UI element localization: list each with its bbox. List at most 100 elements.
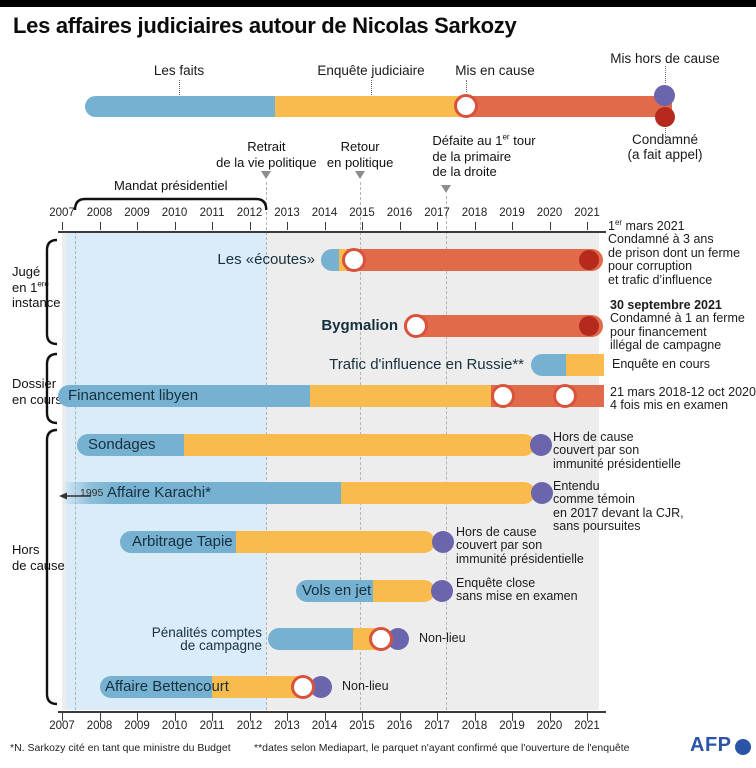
affaire-label-bettencourt: Affaire Bettencourt: [105, 678, 229, 695]
marker-condamne-bygmalion: [579, 316, 600, 336]
pre-1995-label-karachi: 1995: [80, 487, 104, 499]
top-axis-tick-2017: [437, 222, 438, 230]
bar-segment-tapie-enquete: [236, 531, 436, 553]
bar-segment-libyen-enquete: [309, 385, 492, 407]
bottom-axis-tick-2014: [324, 712, 326, 721]
annotation-tapie: Hors de cause couvert par son immunité pré…: [456, 525, 584, 566]
legend-label-enquete: Enquête judiciaire: [317, 63, 425, 78]
top-axis-year-2021: 2021: [574, 207, 600, 219]
annotation-ecoutes: 1er mars 2021 Condamné à 3 ans de prison d…: [608, 217, 741, 287]
bottom-axis-year-2018: 2018: [461, 720, 488, 732]
top-axis-tick-2020: [549, 222, 551, 230]
legend-pointer-mis-hors-de-cause: [665, 66, 666, 83]
bottom-axis-tick-2013: [287, 712, 288, 721]
bar-segment-sondages-enquete: [183, 434, 536, 456]
top-axis-year-2018: 2018: [461, 207, 488, 219]
bar-segment-tapie-faits: [120, 531, 237, 553]
marker-mis-en-cause-libyen: [491, 384, 515, 408]
top-axis-tick-2011: [212, 222, 213, 230]
bar-segment-sondages-faits: [77, 434, 184, 456]
top-axis-tick-2021: [587, 222, 588, 230]
top-axis-tick-2019: [512, 222, 513, 230]
bottom-axis-year-2013: 2013: [274, 720, 300, 732]
afp-logo-text: AFP: [690, 734, 732, 756]
legend-circle-mis-en-cause: [454, 94, 478, 118]
group-label-hors: Hors de cause: [12, 542, 65, 573]
top-axis-year-2015: 2015: [349, 207, 375, 219]
affaire-label-libyen: Financement libyen: [68, 387, 199, 404]
event-label-retour: Retour en politique: [326, 139, 394, 170]
marker-hors-de-cause-karachi: [531, 482, 553, 504]
bottom-axis-tick-2007: [62, 712, 63, 721]
affaire-label-sondages: Sondages: [88, 436, 156, 453]
mandate-band: [65, 231, 267, 710]
annotation-bettencourt: Non-lieu: [342, 679, 389, 693]
legend-label-mis-hors-de-cause: Mis hors de cause: [610, 51, 720, 66]
bottom-axis-tick-2018: [474, 712, 476, 721]
affaire-label-bygmalion: Bygmalion: [321, 317, 398, 334]
annotation-libyen: 21 mars 2018-12 oct 2020 4 fois mis en ex…: [610, 385, 756, 413]
top-axis-tick-2016: [399, 222, 401, 230]
top-axis-tick-2012: [249, 222, 251, 230]
bar-segment-penalites-faits: [268, 628, 353, 650]
affaire-label-karachi: Affaire Karachi*: [107, 484, 211, 501]
affaire-label-ecoutes: Les «écoutes»: [217, 251, 315, 268]
top-axis-tick-2015: [362, 222, 363, 230]
legend-bar-mise-en-cause: [464, 96, 672, 117]
marker-condamne-ecoutes: [579, 250, 600, 270]
legend-circle-mis-hors-de-cause: [654, 85, 675, 106]
legend-label-les-faits: Les faits: [153, 63, 205, 78]
bar-segment-vols-faits: [296, 580, 374, 602]
footnote-budget: *N. Sarkozy cité en tant que ministre du…: [10, 742, 231, 754]
bar-segment-ecoutes-mise_en_cause: [347, 249, 603, 271]
bottom-axis-tick-2020: [549, 712, 551, 721]
bar-segment-libyen-faits: [58, 385, 310, 407]
event-label-retrait: Retrait de la vie politique: [216, 139, 317, 170]
legend-bar-enquete: [275, 96, 464, 117]
marker-hors-de-cause-sondages: [530, 434, 553, 456]
bottom-axis-year-2007: 2007: [49, 720, 75, 732]
annotation-bygmalion: 30 septembre 2021 Condamné à 1 an ferme po…: [610, 298, 745, 353]
bottom-axis-year-2008: 2008: [86, 720, 113, 732]
top-axis-year-2019: 2019: [499, 207, 525, 219]
marker-mis-en-cause-penalites: [368, 627, 393, 651]
bottom-axis-tick-2011: [212, 712, 213, 721]
bottom-axis-year-2017: 2017: [424, 720, 450, 732]
top-axis-tick-2014: [324, 222, 326, 230]
bar-segment-karachi-faits: [62, 482, 342, 504]
group-bracket-dossier: [44, 352, 60, 430]
marker-hors-de-cause-bettencourt: [309, 676, 332, 698]
event-pointer-icon-defaite: [440, 185, 452, 194]
group-label-dossier: Dossier en cours: [12, 376, 62, 407]
annotation-karachi: Entendu comme témoin en 2017 devant la CJR…: [553, 479, 684, 534]
top-axis-tick-2010: [174, 222, 176, 230]
bar-segment-vols-enquete: [373, 580, 436, 602]
marker-mis-en-cause-ecoutes: [341, 248, 366, 272]
affaire-label-russie: Trafic d'influence en Russie**: [329, 356, 524, 373]
legend-pointer-les-faits: [179, 80, 180, 95]
bottom-axis-tick-2012: [249, 712, 251, 721]
bottom-axis-year-2016: 2016: [386, 720, 413, 732]
top-axis-year-2013: 2013: [274, 207, 300, 219]
legend-pointer-condamne: [665, 128, 666, 137]
bottom-axis-year-2020: 2020: [536, 720, 563, 732]
marker-mis-en-cause-bettencourt: [290, 675, 315, 699]
bottom-axis-tick-2021: [587, 712, 588, 721]
bar-segment-bettencourt-faits: [99, 676, 212, 698]
footnote-mediapart: **dates selon Mediapart, le parquet n'ay…: [254, 742, 630, 754]
top-axis-tick-2009: [137, 222, 138, 230]
top-axis-year-2008: 2008: [86, 207, 113, 219]
legend-pointer-mis-en-cause: [466, 80, 467, 92]
bottom-axis-year-2021: 2021: [574, 720, 600, 732]
legend-label-mis-en-cause: Mis en cause: [455, 63, 535, 78]
bottom-axis-year-2015: 2015: [349, 720, 375, 732]
legend-circle-condamne: [655, 107, 675, 127]
top-axis-year-2010: 2010: [161, 207, 188, 219]
marker-hors-de-cause-vols: [430, 580, 453, 602]
event-dashed-line-mandat-start: [75, 231, 77, 710]
bar-segment-ecoutes-faits: [320, 249, 339, 271]
event-pointer-icon-retour: [354, 171, 366, 180]
top-black-bar: [0, 0, 756, 7]
